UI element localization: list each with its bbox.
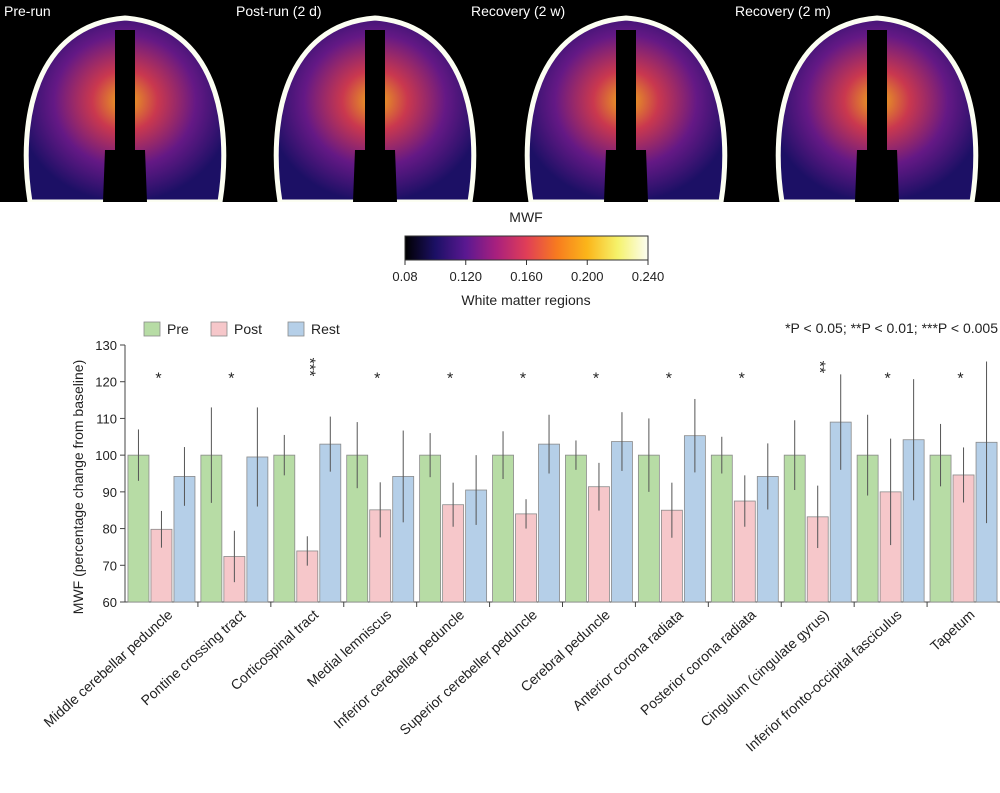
y-tick-label: 130: [95, 338, 117, 353]
brain-panel: Recovery (2 m): [735, 3, 979, 202]
panel-label: Recovery (2 m): [735, 3, 831, 19]
significance-marker: *: [374, 371, 380, 388]
brain-stem: [353, 150, 397, 202]
brain-midline: [365, 30, 385, 150]
mwf-brain-maps: Pre-run Post-run (2 d) Recovery (2 w) Recov…: [0, 0, 1000, 202]
significance-marker: *: [228, 371, 234, 388]
significance-marker: *: [885, 371, 891, 388]
mwf-colorbar: MWF 0.08 0.120 0.160 0.200 0.240 White matte…: [392, 209, 665, 308]
colorbar-subtitle: White matter regions: [461, 292, 590, 308]
brain-stem: [855, 150, 899, 202]
colorbar-tick-label: 0.120: [449, 269, 482, 284]
significance-marker: *: [593, 371, 599, 388]
colorbar-title: MWF: [509, 209, 542, 225]
y-tick-label: 60: [103, 595, 117, 610]
bar-pre: [565, 454, 587, 603]
y-tick-label: 100: [95, 448, 117, 463]
panel-label: Pre-run: [4, 3, 51, 19]
y-tick-label: 80: [103, 522, 117, 537]
panel-label: Recovery (2 w): [471, 3, 565, 19]
significance-marker: *: [155, 371, 161, 388]
brain-midline: [867, 30, 887, 150]
y-tick-label: 90: [103, 485, 117, 500]
mwf-bar-chart: Pre Post Rest *P < 0.05; **P < 0.01; ***P …: [40, 320, 1000, 755]
legend-label: Pre: [167, 321, 189, 337]
x-tick-label: Inferior cerebellar peduncle: [330, 606, 467, 732]
colorbar-tick-label: 0.240: [632, 269, 665, 284]
brain-midline: [616, 30, 636, 150]
y-tick-label: 110: [96, 411, 117, 426]
legend-swatch-pre: [143, 321, 161, 337]
colorbar-tick-label: 0.160: [510, 269, 543, 284]
brain-panel: Post-run (2 d): [236, 3, 477, 202]
significance-marker: *: [666, 371, 672, 388]
y-axis-label: MWF (percentage change from baseline): [70, 360, 86, 614]
legend-label: Rest: [311, 321, 340, 337]
legend-swatch-rest: [287, 321, 305, 337]
x-tick-label: Middle cerebellar peduncle: [40, 606, 175, 730]
y-tick-label: 70: [103, 558, 117, 573]
significance-marker: *: [447, 371, 453, 388]
colorbar-tick-label: 0.08: [392, 269, 417, 284]
legend-label: Post: [234, 321, 262, 337]
significance-note: *P < 0.05; **P < 0.01; ***P < 0.005: [785, 320, 998, 336]
brain-panel: Pre-run: [4, 3, 227, 202]
brain-stem: [103, 150, 147, 202]
brain-stem: [604, 150, 648, 202]
brain-panel: Recovery (2 w): [471, 3, 728, 202]
y-tick-label: 120: [95, 375, 117, 390]
bar-pre: [273, 454, 296, 603]
colorbar-tick-label: 0.200: [571, 269, 604, 284]
colorbar-gradient: [404, 235, 649, 261]
significance-marker: ***: [300, 358, 317, 377]
brain-midline: [115, 30, 135, 150]
legend-swatch-post: [210, 321, 228, 337]
x-tick-label: Tapetum: [927, 606, 978, 654]
bar-pre: [710, 454, 733, 603]
significance-marker: *: [520, 371, 526, 388]
panel-label: Post-run (2 d): [236, 3, 322, 19]
x-tick-label: Inferior fronto-occipital fasciculus: [742, 606, 904, 754]
significance-marker: *: [957, 371, 963, 388]
x-tick-label: Superior cerebeller peduncle: [396, 606, 540, 738]
significance-marker: *: [739, 371, 745, 388]
significance-marker: **: [811, 361, 828, 373]
x-tick-label: Cingulum (cingulate gyrus): [697, 606, 831, 729]
chart-legend: Pre Post Rest: [143, 321, 340, 337]
